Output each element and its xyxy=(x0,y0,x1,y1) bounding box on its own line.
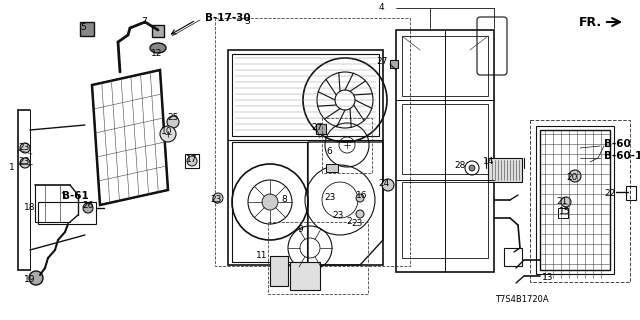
Bar xyxy=(558,208,568,218)
Text: 7: 7 xyxy=(141,18,147,27)
Text: 17: 17 xyxy=(186,156,198,164)
Text: 23: 23 xyxy=(19,157,29,166)
Text: 28: 28 xyxy=(454,162,466,171)
Text: 21: 21 xyxy=(556,197,568,206)
Text: 23: 23 xyxy=(332,211,344,220)
Text: 19: 19 xyxy=(24,276,36,284)
Text: B-61: B-61 xyxy=(62,191,89,201)
Text: 24: 24 xyxy=(378,180,390,188)
Bar xyxy=(402,36,488,96)
Text: B-17-30: B-17-30 xyxy=(205,13,251,23)
Bar xyxy=(322,118,372,173)
Text: 6: 6 xyxy=(326,148,332,156)
Circle shape xyxy=(20,143,30,153)
Circle shape xyxy=(160,126,176,142)
Circle shape xyxy=(561,197,571,207)
Bar xyxy=(215,18,410,266)
Bar xyxy=(232,54,379,136)
Bar xyxy=(396,30,494,272)
Circle shape xyxy=(569,170,581,182)
Circle shape xyxy=(167,116,179,128)
Circle shape xyxy=(356,210,364,218)
Bar xyxy=(152,25,164,37)
Text: 4: 4 xyxy=(378,4,384,12)
Bar xyxy=(402,104,488,174)
Text: 13: 13 xyxy=(542,274,554,283)
Text: 27: 27 xyxy=(376,58,388,67)
Bar xyxy=(488,158,522,182)
Bar xyxy=(290,262,320,290)
Circle shape xyxy=(382,179,394,191)
Text: 23: 23 xyxy=(19,143,29,153)
Text: 3: 3 xyxy=(244,18,250,27)
Circle shape xyxy=(213,193,223,203)
Text: 26: 26 xyxy=(83,202,93,211)
Text: 14: 14 xyxy=(483,157,495,166)
Bar xyxy=(504,248,522,266)
Text: FR.: FR. xyxy=(579,15,602,28)
Text: 8: 8 xyxy=(281,196,287,204)
Text: 16: 16 xyxy=(356,191,368,201)
Text: 25: 25 xyxy=(167,114,179,123)
Text: 5: 5 xyxy=(80,23,86,33)
Text: 27: 27 xyxy=(311,124,323,132)
Circle shape xyxy=(83,203,93,213)
Text: 22: 22 xyxy=(604,189,616,198)
Text: 18: 18 xyxy=(24,204,36,212)
Circle shape xyxy=(262,194,278,210)
Text: 20: 20 xyxy=(566,173,578,182)
Text: T7S4B1720A: T7S4B1720A xyxy=(495,295,549,305)
Circle shape xyxy=(187,156,197,166)
Bar xyxy=(530,120,630,282)
Circle shape xyxy=(29,271,43,285)
Bar xyxy=(80,22,94,36)
Text: B-60: B-60 xyxy=(604,139,631,149)
Bar xyxy=(316,124,326,134)
Circle shape xyxy=(20,158,30,168)
Bar xyxy=(232,142,307,262)
Text: 15: 15 xyxy=(559,207,571,217)
Circle shape xyxy=(356,194,364,202)
Text: 11: 11 xyxy=(256,252,268,260)
Bar xyxy=(390,60,398,68)
Text: 9: 9 xyxy=(297,226,303,235)
Bar xyxy=(185,154,199,168)
Text: 23: 23 xyxy=(211,196,221,204)
Bar xyxy=(536,126,614,274)
Bar xyxy=(38,202,96,224)
Bar xyxy=(228,50,383,265)
Bar xyxy=(326,164,338,172)
Bar xyxy=(268,222,368,294)
Text: 12: 12 xyxy=(151,50,163,59)
Text: B-60-1: B-60-1 xyxy=(604,151,640,161)
Text: 10: 10 xyxy=(161,127,173,137)
Text: 1: 1 xyxy=(9,164,15,172)
Text: 23: 23 xyxy=(351,220,363,228)
Bar xyxy=(270,256,288,286)
Bar xyxy=(540,130,610,270)
Text: 23: 23 xyxy=(324,194,336,203)
Circle shape xyxy=(469,165,475,171)
Ellipse shape xyxy=(150,43,166,53)
Bar xyxy=(626,186,636,200)
Bar xyxy=(402,182,488,258)
Circle shape xyxy=(213,195,221,203)
Text: 2: 2 xyxy=(346,218,352,227)
